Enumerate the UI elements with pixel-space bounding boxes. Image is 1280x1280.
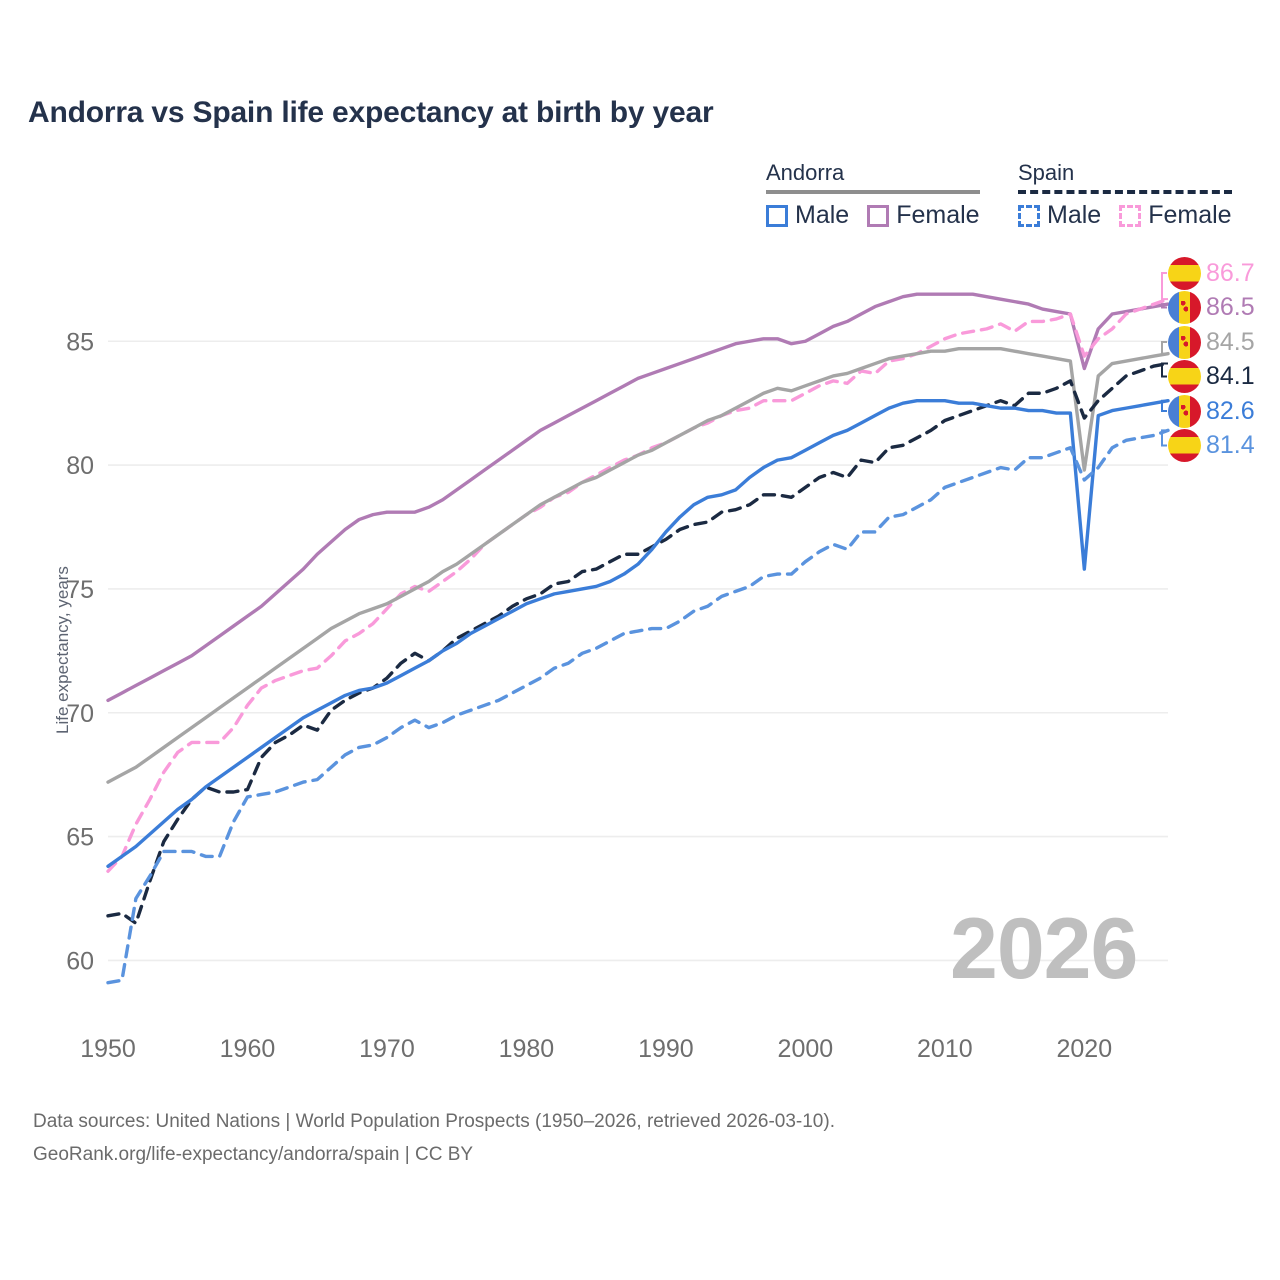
end-label-spain-total: 84.1 [1168, 360, 1255, 394]
y-tick-label: 85 [66, 328, 94, 356]
legend: Andorra Male Female Spain Male [760, 160, 1260, 240]
legend-label-spain-male: Male [1047, 201, 1102, 229]
series-line-andorra-female [106, 292, 1170, 703]
leader-lines [1161, 272, 1168, 447]
legend-swatch-icon-andorra-male [766, 204, 788, 227]
y-tick-label: 70 [66, 700, 94, 728]
end-value-spain-male: 81.4 [1206, 431, 1255, 459]
series-line-spain-male [106, 428, 1170, 985]
series-line-spain-total [106, 361, 1170, 925]
legend-group-andorra: Andorra Male Female [766, 160, 980, 228]
leader-line-andorra-male [1161, 399, 1168, 412]
legend-heading-andorra: Andorra [766, 160, 845, 185]
spain-flag-icon [1168, 360, 1201, 393]
end-label-andorra-total: 84.5 [1168, 325, 1255, 359]
andorra-flag-icon [1168, 394, 1201, 428]
legend-label-andorra-female: Female [896, 201, 980, 229]
footer-data-sources: Data sources: United Nations | World Pop… [33, 1111, 835, 1132]
y-tick-label: 80 [66, 452, 94, 480]
legend-swatch-icon-spain-male [1018, 204, 1040, 227]
x-tick-label: 1960 [220, 1035, 276, 1063]
y-tick-labels: 60 65 70 75 80 85 [66, 328, 94, 975]
end-value-spain-total: 84.1 [1206, 362, 1255, 390]
end-label-andorra-female: 86.5 [1168, 291, 1255, 325]
y-tick-label: 75 [66, 576, 94, 604]
legend-swatch-icon-andorra-female [867, 204, 890, 227]
page-title: Andorra vs Spain life expectancy at birt… [28, 96, 714, 129]
x-tick-label: 1980 [499, 1035, 555, 1063]
legend-item-spain-male[interactable]: Male [1018, 203, 1101, 228]
end-value-andorra-female: 86.5 [1206, 293, 1255, 321]
legend-item-spain-female[interactable]: Female [1119, 201, 1232, 229]
series-line-andorra-male [106, 398, 1170, 869]
legend-heading-spain: Spain [1018, 160, 1075, 185]
end-label-spain-female: 86.7 [1168, 256, 1255, 290]
end-value-andorra-total: 84.5 [1206, 327, 1255, 356]
legend-label-spain-female: Female [1148, 201, 1232, 229]
legend-item-andorra-female[interactable]: Female [867, 201, 980, 229]
legend-label-andorra-male: Male [795, 201, 850, 229]
legend-swatch-icon-spain-female [1119, 204, 1142, 227]
gridlines [108, 340, 1168, 962]
x-tick-label: 1970 [359, 1035, 415, 1063]
footer: Data sources: United Nations | World Pop… [33, 1105, 835, 1172]
leader-line-spain-total [1161, 362, 1168, 378]
x-tick-label: 2000 [778, 1035, 834, 1063]
x-tick-label: 2010 [917, 1035, 973, 1063]
x-tick-label: 2020 [1057, 1035, 1113, 1063]
x-tick-labels: 1950 1960 1970 1980 1990 2000 2010 2020 [80, 1035, 1112, 1063]
year-watermark: 2026 [950, 901, 1138, 997]
spain-flag-icon [1168, 256, 1201, 290]
legend-item-andorra-male[interactable]: Male [766, 203, 849, 228]
series-line-andorra-total [106, 346, 1170, 784]
y-axis-title: Life expectancy, years [53, 566, 72, 734]
legend-rule-andorra [766, 190, 980, 194]
leader-line-spain-male [1161, 429, 1168, 447]
legend-group-spain: Spain Male Female [1018, 160, 1232, 228]
end-value-spain-female: 86.7 [1206, 258, 1255, 287]
end-label-andorra-male: 82.6 [1168, 394, 1255, 428]
series-lines [106, 292, 1170, 985]
legend-rule-spain [1018, 190, 1232, 194]
series-line-spain-female [106, 297, 1170, 873]
spain-flag-icon [1168, 429, 1201, 462]
leader-line-spain-female [1161, 272, 1168, 301]
footer-attribution: GeoRank.org/life-expectancy/andorra/spai… [33, 1144, 474, 1166]
leader-line-andorra-female [1161, 303, 1168, 309]
andorra-flag-icon [1168, 325, 1201, 359]
y-tick-label: 65 [66, 824, 94, 852]
x-tick-label: 1990 [638, 1035, 694, 1063]
end-label-spain-male: 81.4 [1168, 429, 1255, 463]
leader-line-andorra-total [1161, 341, 1168, 355]
andorra-flag-icon [1168, 291, 1201, 324]
x-tick-label: 1950 [80, 1035, 136, 1063]
y-tick-label: 60 [66, 947, 94, 975]
end-value-andorra-male: 82.6 [1206, 396, 1255, 425]
